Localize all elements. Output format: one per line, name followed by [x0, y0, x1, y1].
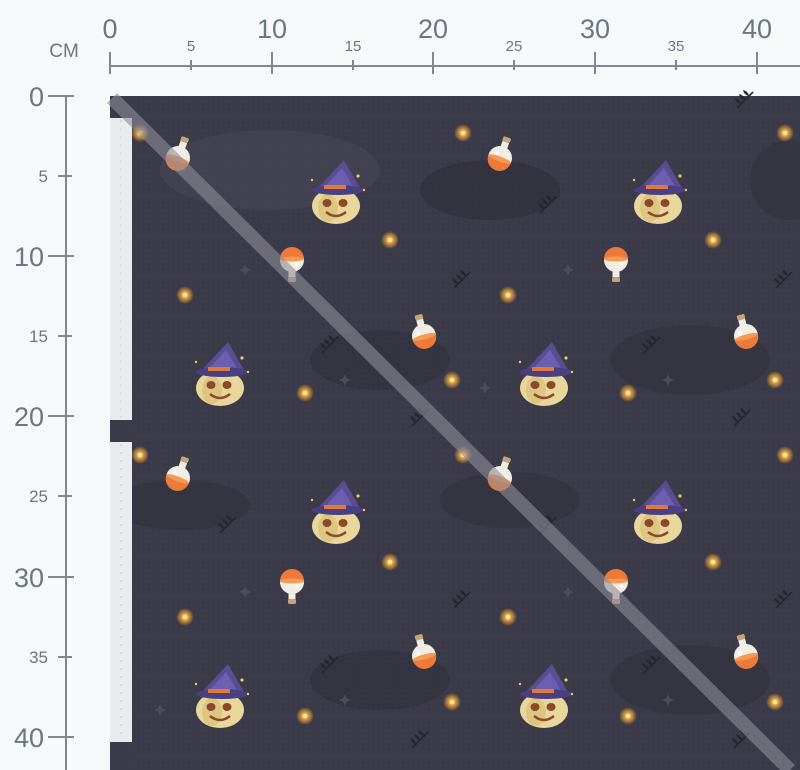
left-ruler-major-label: 30 [14, 563, 44, 593]
top-ruler-minor-label: 15 [345, 38, 362, 55]
left-ruler-major-label: 10 [14, 242, 44, 272]
diagonal-fold-line [107, 93, 795, 770]
top-ruler-minor-label: 5 [187, 38, 195, 55]
top-ruler-minor-label: 25 [506, 38, 523, 55]
left-ruler: 0 10 20 30 40 5 15 25 35 [14, 82, 74, 770]
top-ruler-major-label: 0 [102, 14, 117, 44]
left-ruler-minor-label: 35 [29, 648, 48, 667]
top-ruler: CM 0 10 20 30 40 5 15 25 35 [49, 14, 800, 74]
top-ruler-major-label: 30 [580, 14, 610, 44]
top-ruler-major-label: 20 [418, 14, 448, 44]
top-ruler-major-label: 10 [257, 14, 287, 44]
top-ruler-major-label: 40 [742, 14, 772, 44]
left-ruler-major-label: 40 [14, 723, 44, 753]
left-ruler-minor-label: 25 [29, 487, 48, 506]
left-ruler-major-label: 0 [29, 82, 44, 112]
left-ruler-minor-label: 5 [39, 167, 48, 186]
selvedge-strip [110, 96, 132, 770]
unit-label: CM [49, 41, 79, 62]
top-ruler-minor-label: 35 [668, 38, 685, 55]
left-ruler-minor-label: 15 [29, 327, 48, 346]
left-ruler-major-label: 20 [14, 402, 44, 432]
